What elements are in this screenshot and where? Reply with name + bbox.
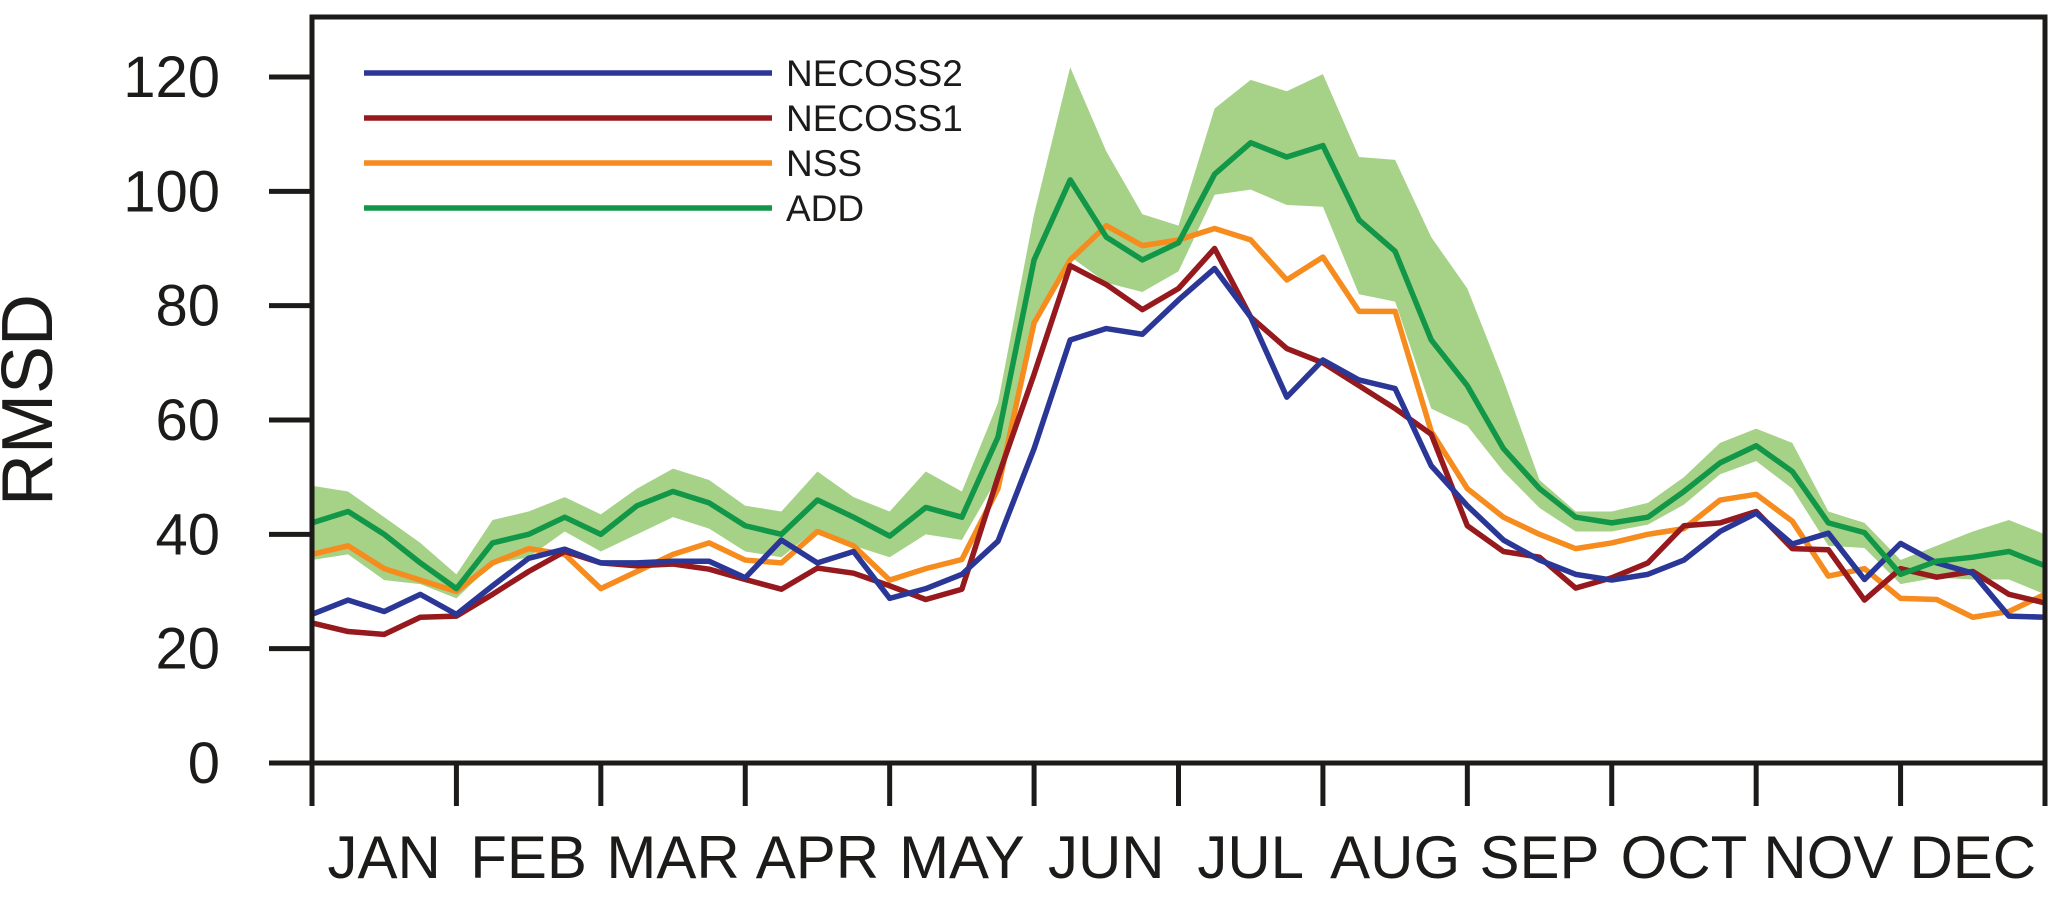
legend-label-add: ADD [786,188,864,229]
month-label-dec: DEC [1909,824,2036,891]
y-tick-label-0: 0 [188,731,220,796]
series-lines-layer [310,139,2047,638]
month-label-mar: MAR [606,824,739,891]
month-label-jun: JUN [1048,824,1165,891]
month-label-may: MAY [899,824,1025,891]
series-line-nss [311,222,2047,620]
y-tick-label-20: 20 [155,617,220,682]
plot-border [309,14,2048,766]
y-tick-label-120: 120 [123,45,220,110]
legend-label-necoss1: NECOSS1 [786,98,963,139]
x-axis-month-labels: JAN FEB MAR APR MAY JUN JUL AUG SEP OCT NOV DEC [328,824,2037,891]
y-axis-title: RMSD [0,294,68,506]
month-label-feb: FEB [470,824,587,891]
y-tick-label-80: 80 [155,274,220,339]
month-label-jul: JUL [1197,824,1304,891]
y-tick-label-100: 100 [123,159,220,224]
series-line-necoss2 [310,265,2046,620]
month-label-nov: NOV [1763,824,1893,891]
y-tick-label-60: 60 [155,388,220,453]
legend-label-necoss2: NECOSS2 [786,53,963,94]
month-label-jan: JAN [328,824,441,891]
month-label-oct: OCT [1621,824,1748,891]
plot-frame-layer [309,14,2048,766]
y-axis-tick-labels: 0 20 40 60 80 100 120 [123,45,220,796]
y-axis-ticks [269,74,312,766]
x-axis-ticks [309,763,2048,806]
uncertainty-band-layer [312,67,2045,599]
month-label-aug: AUG [1330,824,1460,891]
month-label-sep: SEP [1480,824,1600,891]
legend-label-nss: NSS [786,143,862,184]
month-label-apr: APR [756,824,879,891]
add-uncertainty-band [312,67,2045,599]
y-tick-label-40: 40 [155,502,220,567]
series-line-add [311,139,2047,592]
